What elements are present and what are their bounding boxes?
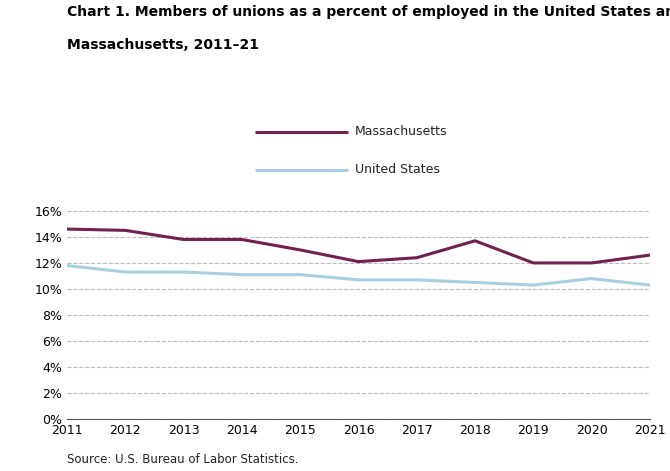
Text: United States: United States — [355, 163, 440, 176]
Text: Massachusetts, 2011–21: Massachusetts, 2011–21 — [67, 38, 259, 52]
Text: Chart 1. Members of unions as a percent of employed in the United States and: Chart 1. Members of unions as a percent … — [67, 5, 670, 19]
Text: Massachusetts: Massachusetts — [355, 125, 448, 138]
Text: Source: U.S. Bureau of Labor Statistics.: Source: U.S. Bureau of Labor Statistics. — [67, 453, 299, 466]
